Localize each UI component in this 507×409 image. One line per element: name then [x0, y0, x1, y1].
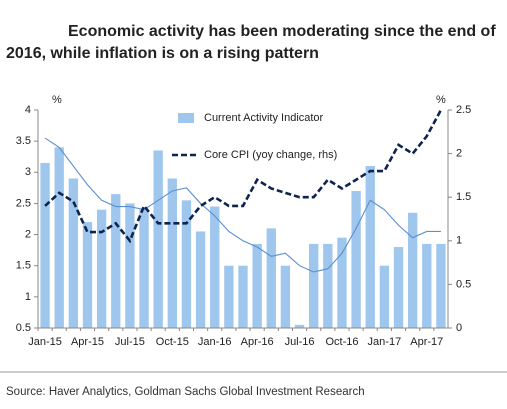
x-tick-label: Jul-16 — [285, 336, 315, 348]
bar — [365, 166, 375, 328]
y2-tick-label: 1 — [456, 235, 462, 247]
bar — [252, 243, 262, 328]
bar — [294, 324, 305, 328]
y2-tick-label: 2.5 — [456, 104, 471, 116]
bar — [393, 247, 404, 328]
x-tick-label: Jan-16 — [198, 336, 232, 348]
bar — [379, 265, 390, 328]
dashed-line — [44, 109, 443, 244]
legend-label: Core CPI (yoy change, rhs) — [204, 149, 337, 161]
bar — [181, 200, 192, 328]
y2-tick-label: 2 — [456, 148, 462, 160]
y-tick-label: 3 — [25, 166, 31, 178]
bar — [351, 190, 361, 328]
bar — [125, 203, 135, 328]
y2-unit: % — [436, 94, 446, 106]
chart-title: 2016, while inflation is on a rising pat… — [6, 45, 319, 62]
legend-label: Current Activity Indicator — [204, 112, 324, 124]
bar — [309, 243, 319, 328]
bar — [54, 147, 64, 328]
x-tick-label: Jan-15 — [28, 336, 62, 348]
x-tick-label: Oct-16 — [325, 336, 358, 348]
bar — [82, 222, 93, 328]
chart-title: Economic activity has been moderating si… — [68, 23, 496, 40]
y-tick-label: 1.5 — [16, 260, 31, 272]
y-tick-label: 0.5 — [16, 322, 31, 334]
bar — [224, 265, 234, 328]
x-tick-label: Apr-15 — [71, 336, 104, 348]
bar — [422, 243, 432, 328]
bar — [337, 237, 347, 328]
y-tick-label: 4 — [25, 104, 31, 116]
bar — [167, 178, 177, 328]
bar — [68, 178, 79, 328]
bar — [111, 194, 121, 328]
y2-tick-label: 0 — [456, 322, 462, 334]
x-tick-label: Jul-15 — [115, 336, 145, 348]
x-tick-label: Apr-16 — [241, 336, 274, 348]
x-tick-label: Oct-15 — [156, 336, 189, 348]
y2-tick-label: 1.5 — [456, 191, 471, 203]
y-tick-label: 2 — [25, 228, 31, 240]
bar — [238, 265, 248, 328]
bar — [210, 206, 220, 328]
bar — [266, 228, 276, 328]
bar — [323, 243, 333, 328]
line — [44, 137, 441, 273]
bar — [195, 231, 206, 328]
legend-swatch — [178, 113, 194, 123]
bar — [407, 212, 418, 328]
bar — [436, 243, 446, 328]
bar — [40, 162, 50, 328]
y-unit: % — [52, 94, 62, 106]
source: Source: Haver Analytics, Goldman Sachs G… — [6, 386, 365, 398]
x-tick-label: Apr-17 — [410, 336, 443, 348]
y2-tick-label: 0.5 — [456, 278, 471, 290]
y-tick-label: 1 — [25, 291, 31, 303]
bar — [139, 209, 149, 328]
x-tick-label: Jan-17 — [368, 336, 402, 348]
y-tick-label: 2.5 — [16, 197, 31, 209]
bar — [96, 209, 107, 328]
bar — [280, 265, 291, 328]
bar — [153, 150, 163, 328]
y-tick-label: 3.5 — [16, 135, 31, 147]
